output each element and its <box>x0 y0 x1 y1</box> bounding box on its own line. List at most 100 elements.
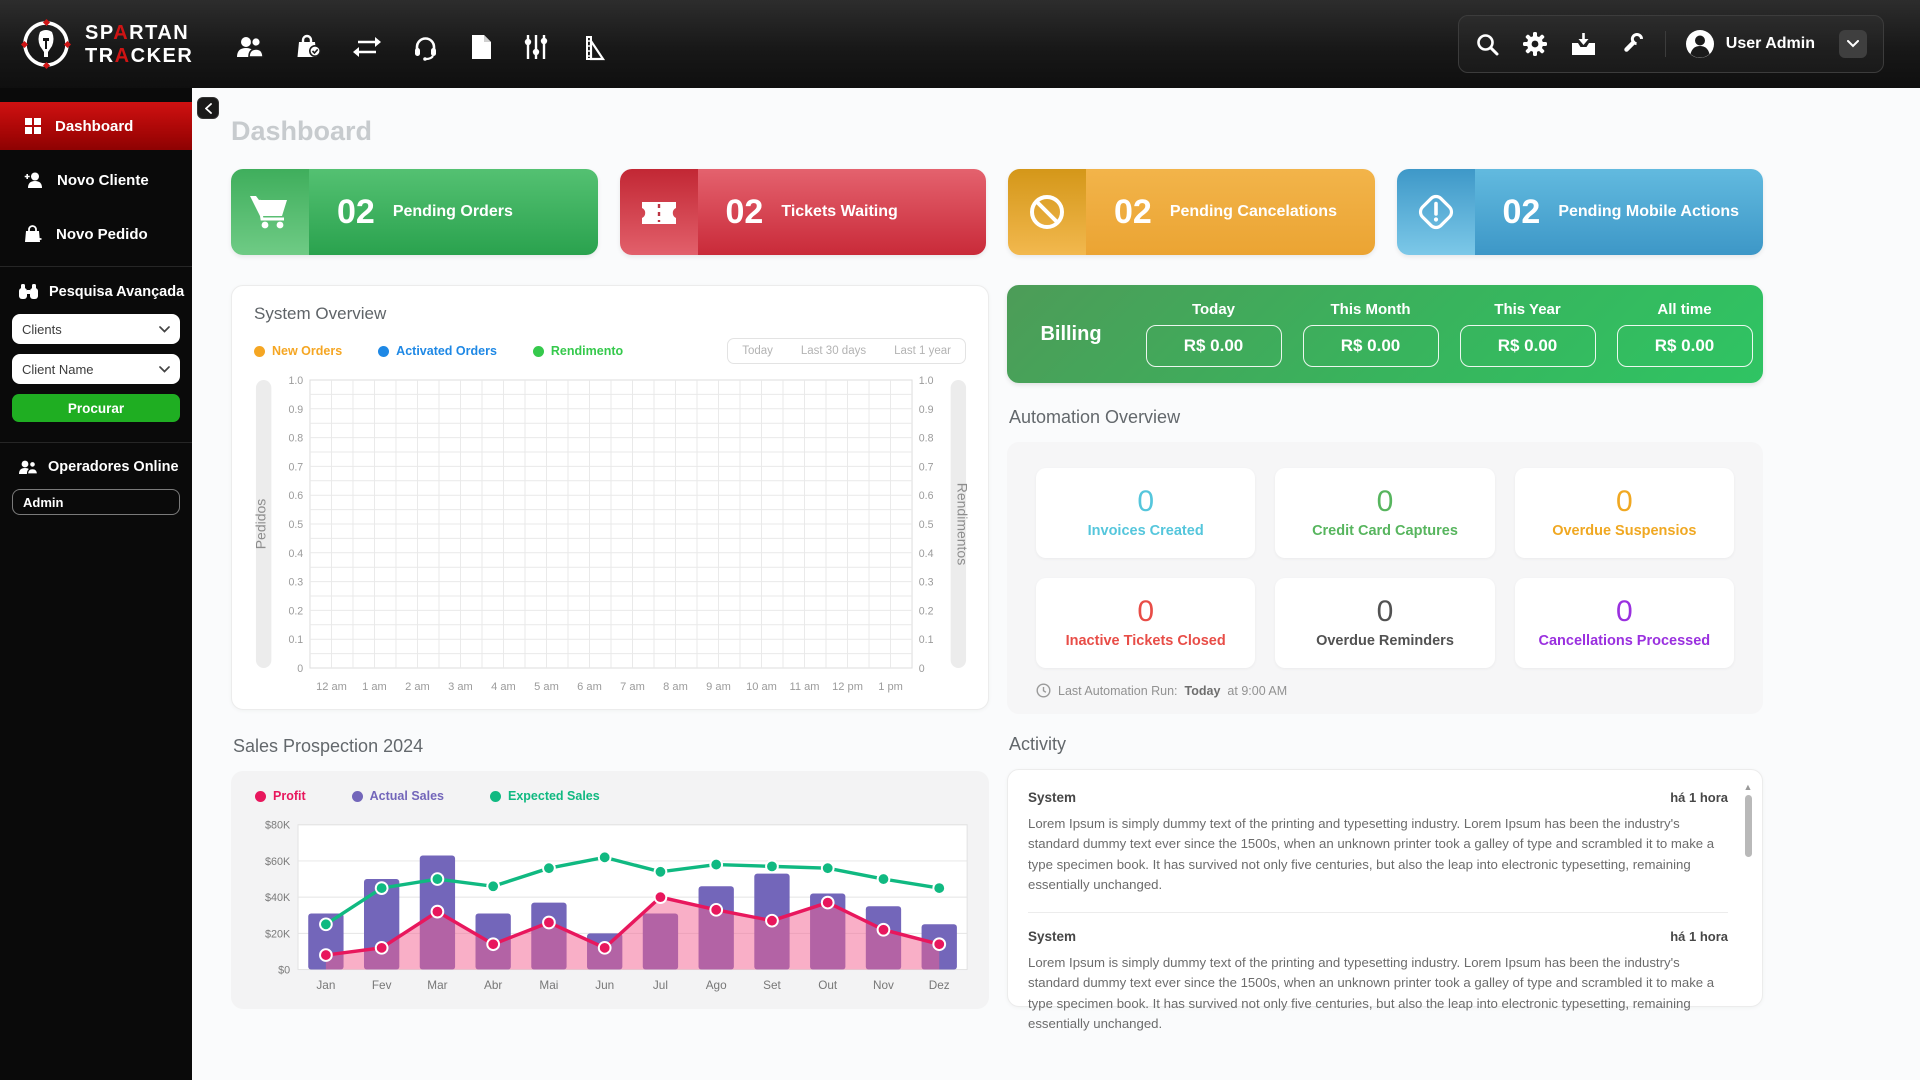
settings-sliders-icon[interactable] <box>523 33 549 61</box>
wrench-icon[interactable] <box>1619 31 1645 57</box>
sidebar-item-novo-cliente[interactable]: Novo Cliente <box>0 156 192 204</box>
svg-text:9 am: 9 am <box>706 681 731 693</box>
svg-text:Ago: Ago <box>706 979 727 992</box>
svg-text:0.8: 0.8 <box>919 432 934 444</box>
sidebar-item-novo-pedido[interactable]: Novo Pedido <box>0 210 192 258</box>
dashboard-grid-icon <box>25 118 41 134</box>
search-icon[interactable] <box>1475 32 1500 57</box>
sidebar-divider <box>0 266 192 267</box>
inbox-download-icon[interactable] <box>1570 31 1597 57</box>
top-nav-icons <box>235 33 606 61</box>
range-tab-last-30-days[interactable]: Last 30 days <box>800 345 867 357</box>
alert-diamond-icon <box>1396 169 1475 255</box>
svg-text:12 am: 12 am <box>316 681 347 693</box>
sidebar: Dashboard Novo Cliente Novo Pedido <box>0 88 219 1080</box>
svg-text:Mai: Mai <box>539 979 558 992</box>
billing-all-time-value[interactable]: R$ 0.00 <box>1616 325 1753 367</box>
activity-scrollbar[interactable]: ▲ <box>1742 782 1754 994</box>
stat-label: Pending Cancelations <box>1169 203 1337 220</box>
billing-title: Billing <box>1040 322 1102 345</box>
svg-text:Jan: Jan <box>316 979 335 992</box>
legend-activated-orders[interactable]: Activated Orders <box>378 344 497 358</box>
automation-overdue-reminders[interactable]: 0 Overdue Reminders <box>1275 578 1495 668</box>
stat-card-tickets-waiting[interactable]: 02 Tickets Waiting <box>619 169 986 255</box>
chevron-left-icon <box>204 102 212 114</box>
legend-new-orders[interactable]: New Orders <box>254 344 342 358</box>
svg-text:$20K: $20K <box>265 928 291 940</box>
operator-admin-item[interactable]: Admin <box>12 489 180 515</box>
automation-cancellations-processed[interactable]: 0 Cancellations Processed <box>1514 578 1734 668</box>
top-right-cluster: User Admin <box>1457 15 1884 73</box>
legend-dot <box>255 790 266 802</box>
user-menu[interactable]: User Admin <box>1666 28 1867 60</box>
legend-dot <box>489 790 501 802</box>
top-action-icons <box>1475 31 1666 57</box>
svg-text:2 am: 2 am <box>405 681 430 693</box>
user-dropdown-button[interactable] <box>1839 30 1867 58</box>
procurar-button[interactable]: Procurar <box>12 394 180 422</box>
user-plus-icon <box>24 172 42 188</box>
sidebar-divider <box>0 442 192 443</box>
activity-author: System <box>1028 928 1077 944</box>
svg-text:$80K: $80K <box>265 820 291 832</box>
svg-text:0.9: 0.9 <box>288 404 303 416</box>
legend-actual-sales[interactable]: Actual Sales <box>351 789 444 803</box>
transfers-icon[interactable] <box>352 34 382 60</box>
advanced-search-title: Pesquisa Avançada <box>0 283 192 300</box>
sidebar-collapse-button[interactable] <box>197 97 219 119</box>
scroll-up-icon[interactable]: ▲ <box>1743 782 1753 792</box>
stat-label: Pending Mobile Actions <box>1558 203 1740 220</box>
legend-rendimento[interactable]: Rendimento <box>532 344 623 358</box>
system-overview-title: System Overview <box>254 304 387 323</box>
svg-text:0.2: 0.2 <box>288 605 303 617</box>
automation-invoices-created[interactable]: 0 Invoices Created <box>1036 468 1256 558</box>
avatar-icon <box>1685 30 1714 58</box>
sidebar-item-label: Dashboard <box>55 117 134 135</box>
sidebar-item-dashboard[interactable]: Dashboard <box>0 102 192 150</box>
orders-bag-icon[interactable] <box>295 34 322 61</box>
range-tab-last-1-year[interactable]: Last 1 year <box>894 345 951 357</box>
automation-inactive-tickets-closed[interactable]: 0 Inactive Tickets Closed <box>1036 578 1256 668</box>
client-name-select[interactable]: Client Name <box>12 354 180 384</box>
billing-this-month-value[interactable]: R$ 0.00 <box>1302 325 1439 367</box>
stat-card-pending-cancelations[interactable]: 02 Pending Cancelations <box>1008 169 1375 255</box>
svg-text:Mar: Mar <box>427 979 447 992</box>
svg-text:$0: $0 <box>278 964 290 976</box>
clients-icon[interactable] <box>235 34 265 60</box>
automation-overdue-suspensios[interactable]: 0 Overdue Suspensios <box>1514 468 1734 558</box>
svg-text:0.3: 0.3 <box>919 576 934 588</box>
scrollbar-thumb[interactable] <box>1744 795 1752 857</box>
legend-expected-sales[interactable]: Expected Sales <box>489 789 600 803</box>
gear-icon[interactable] <box>1522 31 1548 57</box>
billing-this-year-value[interactable]: R$ 0.00 <box>1459 325 1596 367</box>
clients-select[interactable]: Clients <box>12 314 180 344</box>
stat-card-pending-orders[interactable]: 02 Pending Orders <box>231 169 598 255</box>
support-headset-icon[interactable] <box>412 34 439 61</box>
billing-this-year: This Year R$ 0.00 <box>1449 301 1606 367</box>
svg-text:10 am: 10 am <box>746 681 777 693</box>
sales-prospection-chart: $0 $20K $40K $60K $80K Jan Fev Mar Abr Mai Jun Jul A… <box>265 820 968 992</box>
reports-ruler-icon[interactable] <box>579 34 606 61</box>
cart-icon <box>231 169 309 255</box>
bag-plus-icon <box>25 224 42 242</box>
svg-text:0.6: 0.6 <box>288 490 303 502</box>
operators-online-title: Operadores Online <box>0 459 192 475</box>
legend-profit[interactable]: Profit <box>255 789 306 803</box>
svg-text:0.7: 0.7 <box>919 461 934 473</box>
svg-text:11 am: 11 am <box>790 681 820 693</box>
app-logo[interactable]: SPARTAN TRACKER <box>20 18 193 70</box>
stat-card-pending-mobile-actions[interactable]: 02 Pending Mobile Actions <box>1396 169 1763 255</box>
user-name: User Admin <box>1725 35 1815 52</box>
documents-icon[interactable] <box>469 33 493 61</box>
chevron-down-icon <box>159 325 170 333</box>
page-title: Dashboard <box>231 116 373 146</box>
range-tab-today[interactable]: Today <box>742 345 773 357</box>
svg-text:7 am: 7 am <box>620 681 645 693</box>
svg-text:0.4: 0.4 <box>919 548 934 560</box>
billing-today-value[interactable]: R$ 0.00 <box>1145 325 1282 367</box>
svg-text:0.8: 0.8 <box>288 432 303 444</box>
svg-text:0.6: 0.6 <box>919 490 934 502</box>
chevron-down-icon <box>159 365 170 373</box>
automation-credit-card-captures[interactable]: 0 Credit Card Captures <box>1275 468 1495 558</box>
